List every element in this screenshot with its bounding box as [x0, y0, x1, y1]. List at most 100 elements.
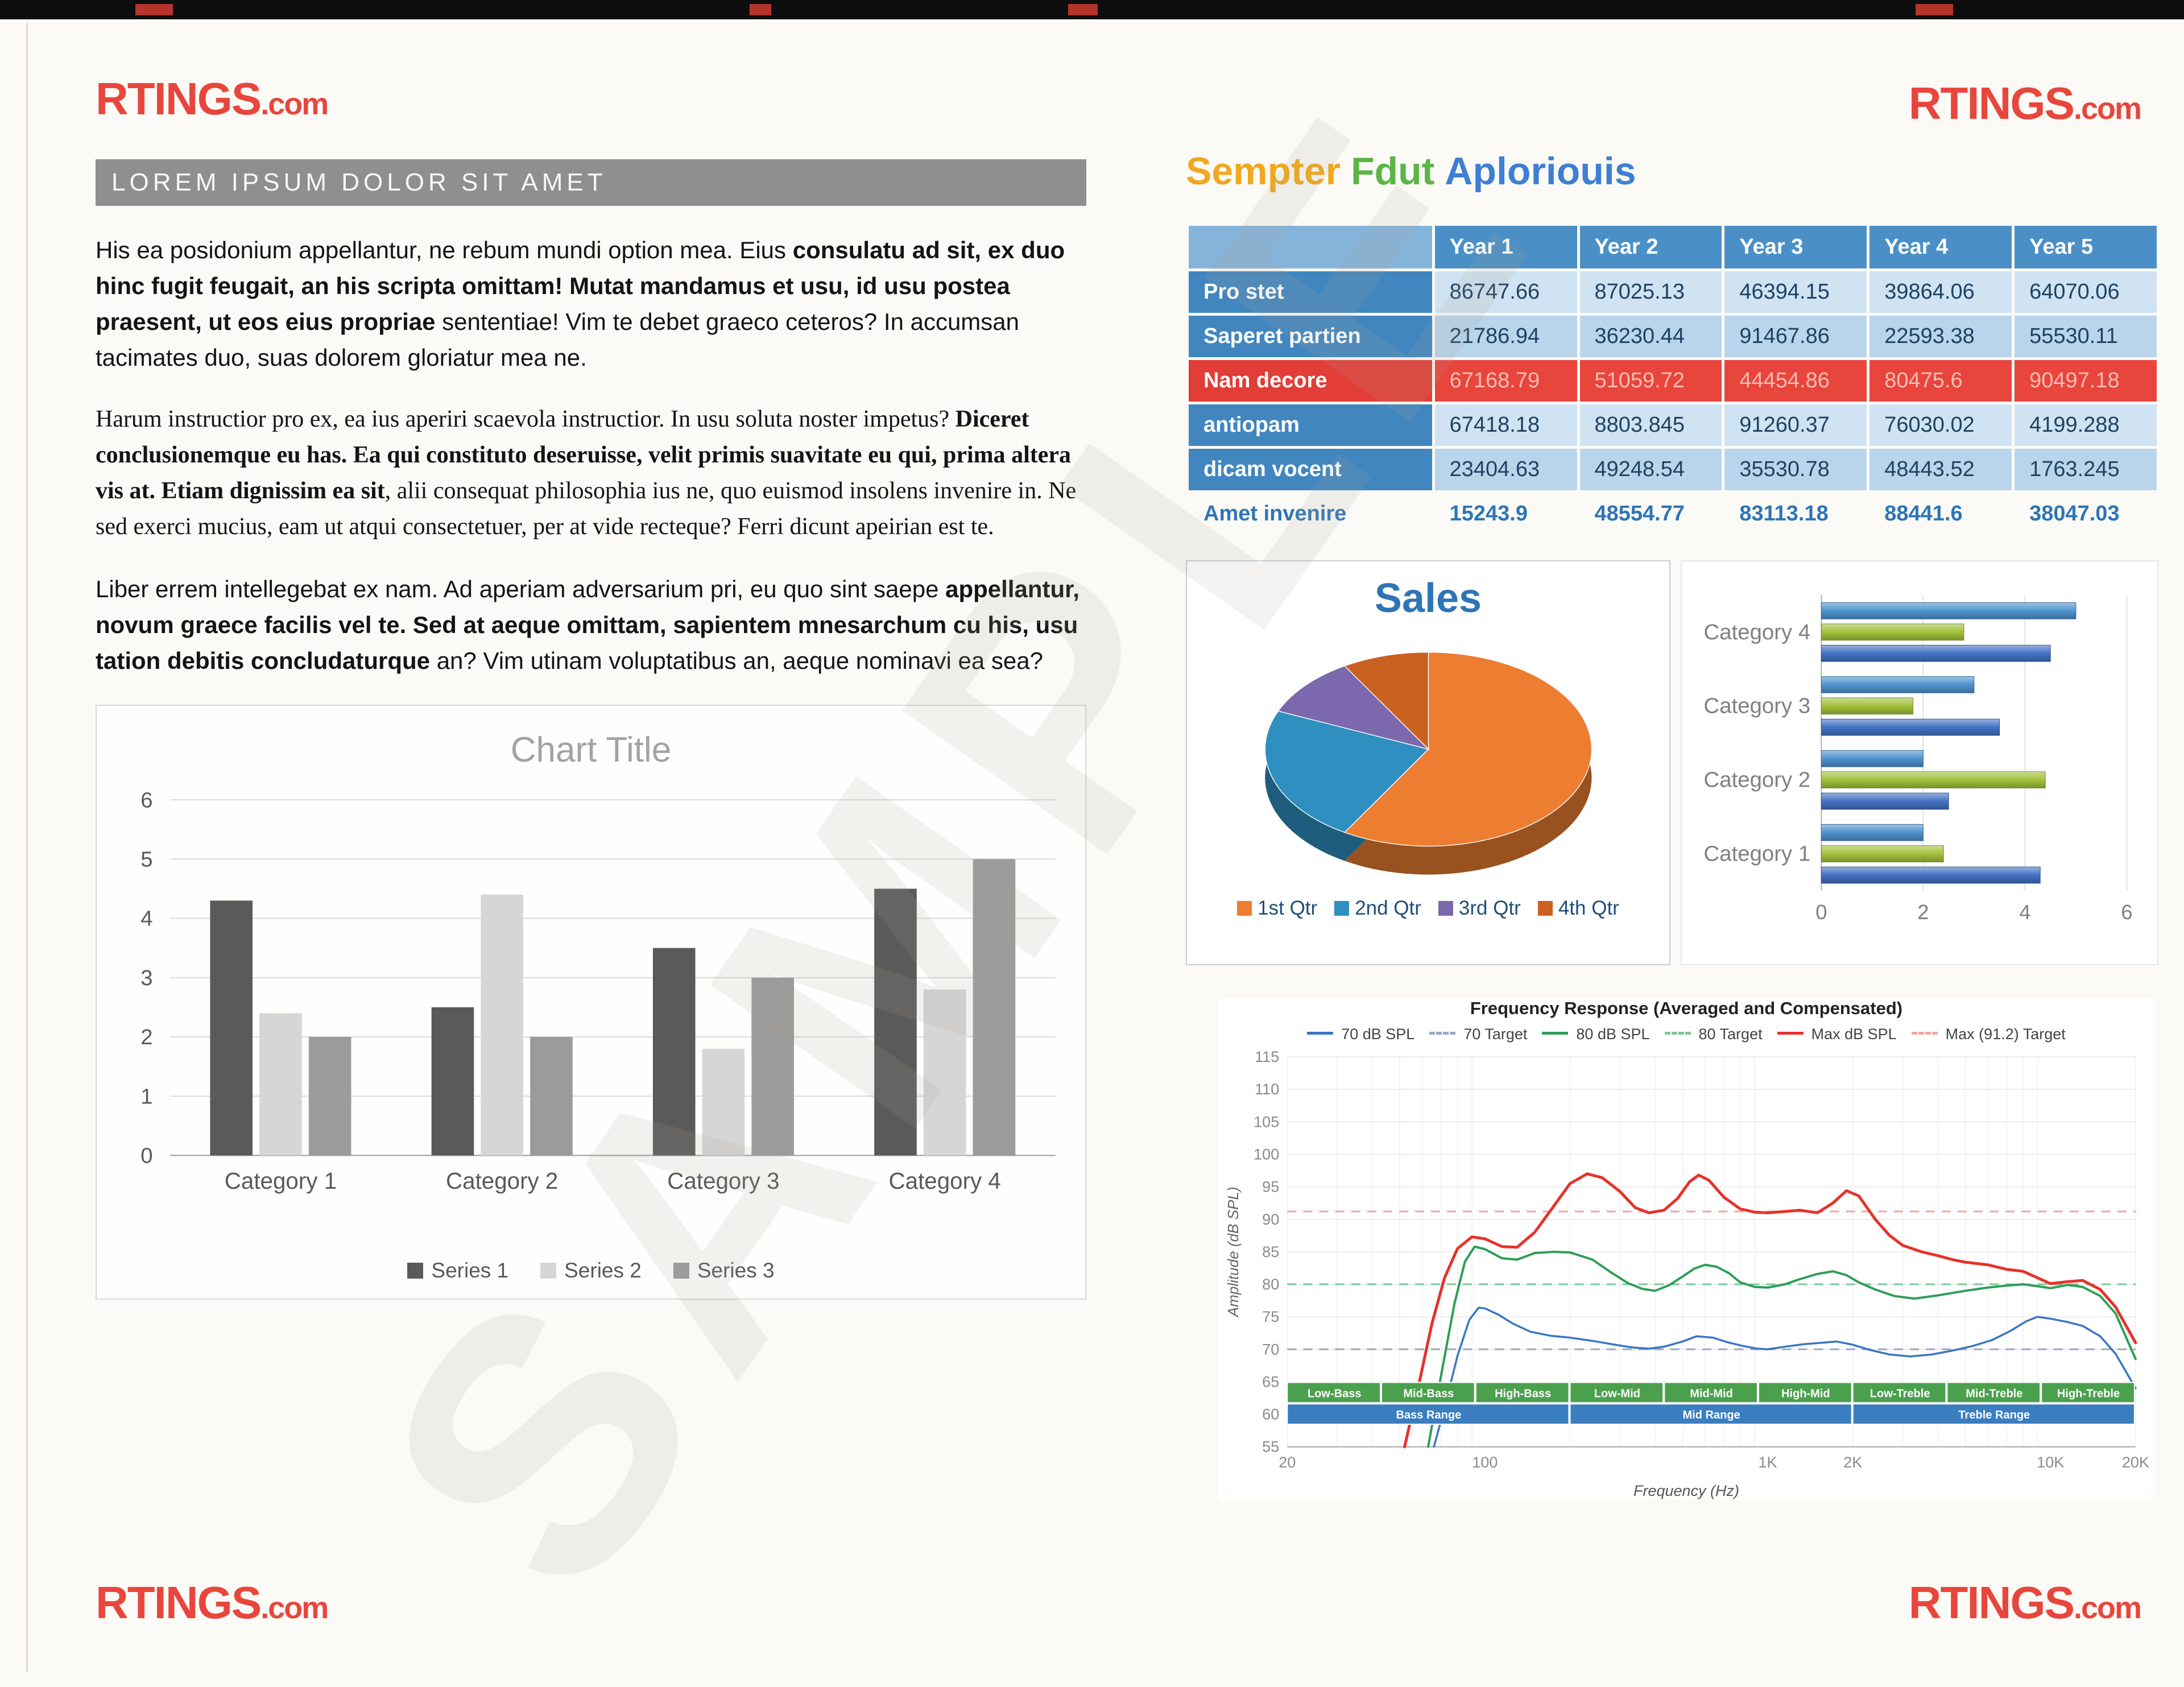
data-table: Year 1 Year 2 Year 3 Year 4 Year 5 Pro stet 86… [1186, 223, 2160, 537]
legend-item: 80 Target [1664, 1026, 1763, 1043]
table-row: dicam vocent 23404.63 49248.54 35530.78 4844… [1189, 449, 2157, 490]
paragraph-bold-text: consulatu ad sit, ex duo hinc fugit feug… [96, 237, 1065, 335]
logo-text: RTINGS [96, 1577, 262, 1628]
scan-edge [26, 23, 28, 1672]
table-row: Amet invenire 15243.9 48554.77 83113.18 8844… [1189, 493, 2157, 535]
svg-text:0: 0 [140, 1144, 152, 1168]
legend-item: Series 1 [407, 1259, 508, 1283]
legend-swatch [673, 1262, 689, 1279]
table-cell: 91467.86 [1724, 316, 1867, 357]
svg-text:110: 110 [1255, 1081, 1279, 1098]
table-cell: 51059.72 [1579, 360, 1722, 402]
table-cell: 22593.38 [1869, 316, 2012, 357]
rtings-logo-top-left: RTINGS.com [96, 73, 329, 125]
svg-text:1K: 1K [1758, 1454, 1777, 1471]
pie-chart: Sales 1st Qtr 2nd Qtr 3rd Qtr 4th Qtr [1186, 560, 1670, 965]
table-cell: 48554.77 [1594, 502, 1685, 526]
frequency-chart-plot: 55 60 65 70 75 80 85 90 95 100 105 110 115 20 100 1K 2K 1… [1225, 1048, 2149, 1471]
table-column-header: Year 4 [1869, 226, 2012, 268]
svg-text:3: 3 [140, 966, 152, 990]
table-row-label: dicam vocent [1189, 449, 1432, 490]
frequency-response-chart: Frequency Response (Averaged and Compens… [1219, 998, 2154, 1500]
paragraph: Liber errem intellegebat ex nam. Ad aper… [96, 571, 1086, 679]
svg-text:80: 80 [1262, 1276, 1279, 1293]
legend-item: Series 2 [540, 1259, 642, 1283]
pie-chart-plot [1264, 652, 1592, 875]
table-cell: 44454.86 [1724, 360, 1867, 402]
svg-text:Treble Range: Treble Range [1958, 1409, 2030, 1421]
rtings-logo-bottom-right: RTINGS.com [1909, 1577, 2142, 1629]
table-header-row: Year 1 Year 2 Year 3 Year 4 Year 5 [1189, 226, 2157, 268]
svg-text:Mid-Treble: Mid-Treble [1966, 1387, 2022, 1400]
svg-text:Category 1: Category 1 [225, 1168, 337, 1194]
bar-chart: 0 2 4 6 Category 1 Category 2 Category 3 Catego… [1681, 560, 2158, 965]
svg-text:100: 100 [1472, 1454, 1498, 1471]
table-cell: 49248.54 [1579, 449, 1722, 490]
table-cell: 87025.13 [1579, 271, 1722, 313]
svg-text:Category 2: Category 2 [446, 1168, 558, 1194]
chart-title: Chart Title [510, 730, 672, 770]
pie-chart-legend: 1st Qtr 2nd Qtr 3rd Qtr 4th Qtr [1203, 897, 1653, 920]
legend-item: 80 dB SPL [1542, 1026, 1650, 1043]
svg-text:90: 90 [1262, 1211, 1279, 1228]
frequency-chart-legend: 70 dB SPL 70 Target 80 dB SPL 80 Target Max … [1219, 1026, 2154, 1043]
legend-item: 2nd Qtr [1334, 897, 1421, 920]
table-row-label: Saperet partien [1189, 316, 1432, 357]
svg-text:2K: 2K [1843, 1454, 1862, 1471]
legend-swatch [1237, 900, 1252, 916]
paragraph-text: His ea posidonium appellantur, ne rebum … [96, 237, 793, 263]
table-row: Saperet partien 21786.94 36230.44 91467.86 2… [1189, 316, 2157, 357]
paragraph-bold-text: appellantur, novum graece facilis vel te… [96, 576, 1079, 674]
table-cell: 67418.18 [1434, 404, 1577, 446]
table-cell: 36230.44 [1579, 316, 1722, 357]
svg-text:6: 6 [140, 788, 152, 812]
svg-text:2: 2 [140, 1025, 152, 1049]
table-row: Pro stet 86747.66 87025.13 46394.15 39864.06… [1189, 271, 2157, 313]
logo-suffix: .com [2073, 92, 2142, 126]
table-cell: 15243.9 [1449, 502, 1528, 526]
table-cell: 86747.66 [1434, 271, 1577, 313]
legend-swatch [1429, 1032, 1456, 1035]
title-word: Aploriouis [1445, 150, 1636, 193]
legend-item: 3rd Qtr [1438, 897, 1521, 920]
table-cell: 21786.94 [1434, 316, 1577, 357]
column-chart: Chart Title 0 1 2 3 4 5 6 Category 1 Category 2 C… [96, 705, 1086, 1300]
column-chart-plot: 0 1 2 3 4 5 6 Category 1 Category 2 Category 3 Cat… [140, 788, 1056, 1194]
table-cell: 55530.11 [2015, 316, 2157, 357]
legend-swatch [1438, 900, 1453, 916]
table-column-header: Year 5 [2015, 226, 2157, 268]
svg-text:6: 6 [2121, 900, 2132, 924]
pie-chart-title: Sales [1374, 576, 1482, 621]
table-corner-cell [1189, 226, 1432, 268]
table-row-label: antiopam [1189, 404, 1432, 446]
logo-suffix: .com [260, 1591, 329, 1625]
table-cell: 83113.18 [1739, 502, 1829, 526]
svg-text:Bass Range: Bass Range [1396, 1409, 1462, 1421]
svg-text:2: 2 [1917, 900, 1929, 924]
left-column: LOREM IPSUM DOLOR SIT AMET His ea posido… [96, 159, 1086, 1300]
rtings-logo-bottom-left: RTINGS.com [96, 1577, 329, 1629]
scan-artifact [135, 4, 173, 15]
legend-swatch [1307, 1032, 1334, 1035]
table-cell: 35530.78 [1724, 449, 1867, 490]
legend-swatch [1542, 1032, 1569, 1035]
logo-text: RTINGS [96, 73, 262, 124]
logo-suffix: .com [260, 87, 329, 121]
svg-text:Mid Range: Mid Range [1682, 1409, 1740, 1421]
svg-text:1: 1 [140, 1084, 152, 1109]
svg-text:Category 3: Category 3 [1704, 694, 1811, 718]
legend-item: Max dB SPL [1777, 1026, 1897, 1043]
legend-swatch [1777, 1032, 1804, 1035]
svg-text:Amplitude (dB SPL): Amplitude (dB SPL) [1225, 1186, 1242, 1318]
table-cell: 4199.288 [2015, 404, 2157, 446]
svg-text:65: 65 [1262, 1373, 1279, 1390]
legend-swatch [1911, 1032, 1938, 1035]
table-cell: 91260.37 [1724, 404, 1867, 446]
table-cell: 64070.06 [2015, 271, 2157, 313]
title-word: Fdut [1351, 150, 1435, 193]
table-cell: 90497.18 [2015, 360, 2157, 402]
page-title: Sempter Fdut Aploriouis [1186, 149, 2160, 193]
svg-text:Mid-Bass: Mid-Bass [1403, 1387, 1454, 1400]
svg-text:Category 4: Category 4 [1704, 620, 1811, 644]
